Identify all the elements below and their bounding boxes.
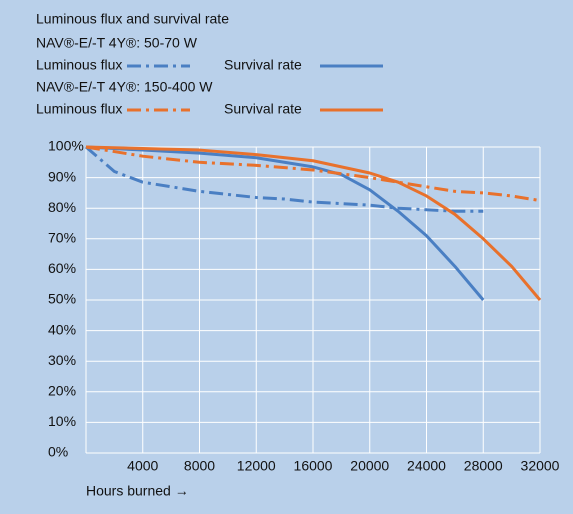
y-tick-label: 50%: [48, 291, 76, 307]
x-tick-label: 20000: [350, 458, 389, 474]
x-tick-label: 4000: [127, 458, 158, 474]
y-tick-label: 100%: [48, 138, 84, 154]
legend-label: Luminous flux: [36, 57, 122, 73]
legend-label: Luminous flux: [36, 101, 122, 117]
chart-title: Luminous flux and survival rate: [36, 11, 229, 27]
y-tick-label: 0%: [48, 444, 68, 460]
y-tick-label: 60%: [48, 260, 76, 276]
series-line: [85, 145, 484, 213]
x-tick-label: 16000: [294, 458, 333, 474]
series-line: [85, 145, 541, 203]
y-tick-label: 80%: [48, 199, 76, 215]
series-line: [85, 145, 542, 301]
x-tick-label: 32000: [521, 458, 560, 474]
legend-label: Survival rate: [224, 101, 302, 117]
y-tick-label: 70%: [48, 230, 76, 246]
x-tick-label: 28000: [464, 458, 503, 474]
y-tick-label: 30%: [48, 352, 76, 368]
legend-group-title: NAV®-E/-T 4Y®: 50-70 W: [36, 35, 198, 51]
series-line: [85, 145, 485, 301]
x-tick-label: 8000: [184, 458, 215, 474]
y-tick-label: 40%: [48, 321, 76, 337]
legend-group-title: NAV®-E/-T 4Y®: 150-400 W: [36, 79, 213, 95]
x-axis-label: Hours burned →: [86, 483, 189, 499]
y-tick-label: 10%: [48, 413, 76, 429]
x-tick-label: 24000: [407, 458, 446, 474]
y-tick-label: 90%: [48, 168, 76, 184]
x-tick-label: 12000: [237, 458, 276, 474]
y-tick-label: 20%: [48, 383, 76, 399]
legend-label: Survival rate: [224, 57, 302, 73]
